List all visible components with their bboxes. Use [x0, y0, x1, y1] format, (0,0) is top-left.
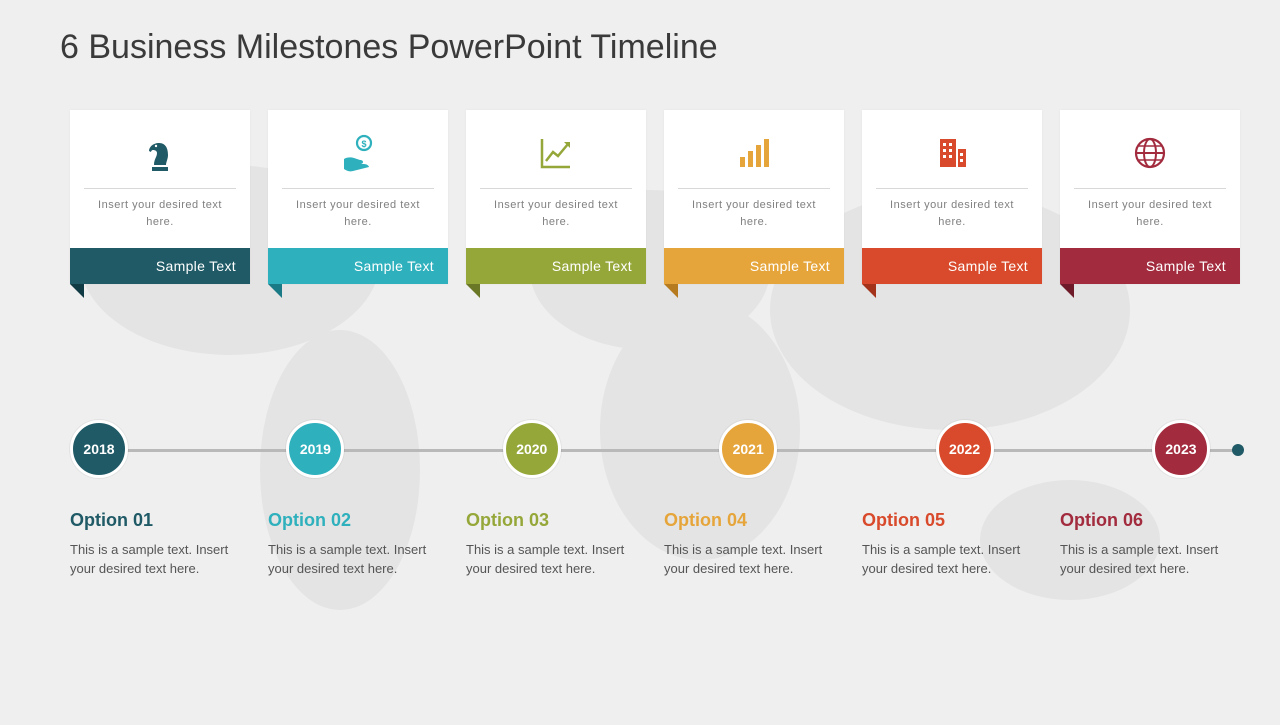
chess-knight-icon — [84, 128, 236, 178]
ribbon-label: Sample Text — [354, 258, 434, 274]
timeline-end-dot — [1232, 444, 1244, 456]
hand-dollar-icon: $ — [282, 128, 434, 178]
card-description: Insert your desired text here. — [678, 197, 830, 248]
year-nodes: 2018 2019 2020 2021 2022 2023 — [70, 420, 1210, 478]
card-ribbon: Sample Text — [1060, 248, 1240, 284]
building-icon — [876, 128, 1028, 178]
option-block: Option 01 This is a sample text. Insert … — [70, 510, 250, 579]
ribbon-tail — [664, 284, 678, 298]
option-block: Option 02 This is a sample text. Insert … — [268, 510, 448, 579]
card-divider — [84, 188, 236, 189]
option-block: Option 05 This is a sample text. Insert … — [862, 510, 1042, 579]
option-title: Option 03 — [466, 510, 646, 531]
option-text: This is a sample text. Insert your desir… — [268, 541, 448, 579]
option-blocks: Option 01 This is a sample text. Insert … — [70, 510, 1240, 579]
year-label: 2022 — [949, 441, 980, 457]
milestone-card: Insert your desired text here. Sample Te… — [1060, 110, 1240, 284]
ribbon-label: Sample Text — [948, 258, 1028, 274]
option-title: Option 06 — [1060, 510, 1240, 531]
ribbon-tail — [466, 284, 480, 298]
milestone-card: Insert your desired text here. Sample Te… — [862, 110, 1042, 284]
milestone-card: Insert your desired text here. Sample Te… — [664, 110, 844, 284]
option-title: Option 02 — [268, 510, 448, 531]
globe-icon — [1074, 128, 1226, 178]
card-divider — [678, 188, 830, 189]
option-block: Option 04 This is a sample text. Insert … — [664, 510, 844, 579]
year-node: 2023 — [1152, 420, 1210, 478]
option-text: This is a sample text. Insert your desir… — [466, 541, 646, 579]
ribbon-label: Sample Text — [750, 258, 830, 274]
bar-chart-icon — [678, 128, 830, 178]
card-divider — [480, 188, 632, 189]
ribbon-label: Sample Text — [156, 258, 236, 274]
year-label: 2023 — [1165, 441, 1196, 457]
card-ribbon: Sample Text — [466, 248, 646, 284]
year-label: 2020 — [516, 441, 547, 457]
option-title: Option 04 — [664, 510, 844, 531]
year-node: 2021 — [719, 420, 777, 478]
year-node: 2020 — [503, 420, 561, 478]
option-block: Option 03 This is a sample text. Insert … — [466, 510, 646, 579]
card-description: Insert your desired text here. — [84, 197, 236, 248]
option-text: This is a sample text. Insert your desir… — [862, 541, 1042, 579]
year-label: 2018 — [83, 441, 114, 457]
ribbon-tail — [268, 284, 282, 298]
ribbon-tail — [70, 284, 84, 298]
milestone-card: Insert your desired text here. Sample Te… — [70, 110, 250, 284]
card-divider — [876, 188, 1028, 189]
year-label: 2021 — [733, 441, 764, 457]
milestone-card: Insert your desired text here. Sample Te… — [466, 110, 646, 284]
option-title: Option 01 — [70, 510, 250, 531]
milestone-card: $ Insert your desired text here. Sample … — [268, 110, 448, 284]
svg-text:$: $ — [361, 139, 366, 149]
year-node: 2022 — [936, 420, 994, 478]
ribbon-label: Sample Text — [1146, 258, 1226, 274]
card-ribbon: Sample Text — [268, 248, 448, 284]
card-divider — [282, 188, 434, 189]
milestone-cards: Insert your desired text here. Sample Te… — [70, 110, 1240, 284]
card-ribbon: Sample Text — [664, 248, 844, 284]
option-block: Option 06 This is a sample text. Insert … — [1060, 510, 1240, 579]
page-title: 6 Business Milestones PowerPoint Timelin… — [60, 28, 718, 67]
growth-chart-icon — [480, 128, 632, 178]
card-ribbon: Sample Text — [862, 248, 1042, 284]
card-ribbon: Sample Text — [70, 248, 250, 284]
year-label: 2019 — [300, 441, 331, 457]
option-text: This is a sample text. Insert your desir… — [70, 541, 250, 579]
ribbon-label: Sample Text — [552, 258, 632, 274]
card-description: Insert your desired text here. — [282, 197, 434, 248]
card-divider — [1074, 188, 1226, 189]
year-node: 2018 — [70, 420, 128, 478]
option-text: This is a sample text. Insert your desir… — [1060, 541, 1240, 579]
ribbon-tail — [1060, 284, 1074, 298]
timeline: 2018 2019 2020 2021 2022 2023 — [60, 420, 1240, 480]
card-description: Insert your desired text here. — [1074, 197, 1226, 248]
year-node: 2019 — [286, 420, 344, 478]
ribbon-tail — [862, 284, 876, 298]
card-description: Insert your desired text here. — [876, 197, 1028, 248]
option-text: This is a sample text. Insert your desir… — [664, 541, 844, 579]
card-description: Insert your desired text here. — [480, 197, 632, 248]
option-title: Option 05 — [862, 510, 1042, 531]
